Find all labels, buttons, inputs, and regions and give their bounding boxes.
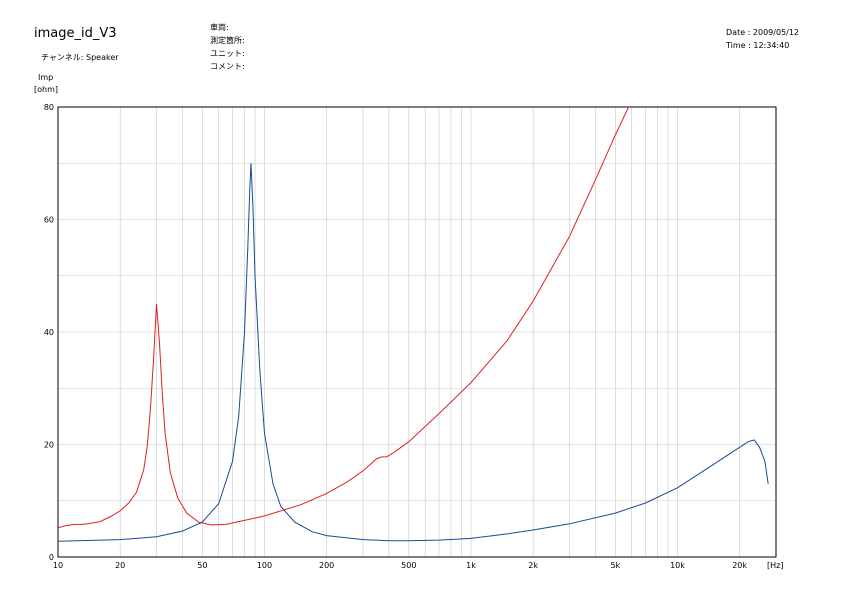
y-axis-label: Imp (38, 73, 53, 82)
x-tick-label: 10k (670, 561, 685, 570)
axis-labels: 0 20 40 60 80 10 20 50 100 200 500 1k 2k 5k 10k 20k [Hz] (44, 103, 784, 570)
unit-label: ユニット: (210, 49, 245, 58)
x-tick-label: 5k (610, 561, 620, 570)
x-tick-label: 1k (466, 561, 476, 570)
x-tick-label: 500 (401, 561, 416, 570)
time-label: Time : 12:34:40 (726, 41, 790, 50)
report-title: image_id_V3 (34, 26, 117, 41)
x-axis-label: [Hz] (767, 561, 783, 570)
x-tick-label: 200 (319, 561, 334, 570)
y-axis-unit: [ohm] (34, 85, 58, 94)
channel-label: チャンネル: Speaker (41, 53, 119, 62)
plot-border (57, 106, 777, 558)
datetime-block: Date : 2009/05/12 Time : 12:34:40 (726, 26, 799, 52)
info-block: 車両: 測定箇所: ユニット: コメント: (210, 21, 245, 73)
y-tick-label: 0 (49, 553, 54, 562)
series-line-2 (57, 163, 769, 542)
comment-label: コメント: (210, 62, 245, 71)
x-tick-label: 2k (528, 561, 538, 570)
y-tick-label: 40 (44, 328, 54, 337)
series-group (57, 106, 769, 542)
measurement-point-label: 測定箇所: (210, 36, 245, 45)
grid (58, 107, 776, 557)
plot-frame (57, 106, 777, 558)
x-tick-label: 50 (197, 561, 207, 570)
y-tick-label: 60 (44, 216, 54, 225)
y-tick-label: 20 (44, 441, 54, 450)
x-tick-label: 20k (732, 561, 747, 570)
x-tick-label: 10 (53, 561, 63, 570)
x-tick-label: 20 (115, 561, 125, 570)
date-label: Date : 2009/05/12 (726, 28, 800, 37)
y-tick-label: 80 (44, 103, 54, 112)
x-tick-label: 100 (257, 561, 272, 570)
vehicle-label: 車両: (210, 23, 229, 32)
series-line-1 (57, 106, 630, 529)
